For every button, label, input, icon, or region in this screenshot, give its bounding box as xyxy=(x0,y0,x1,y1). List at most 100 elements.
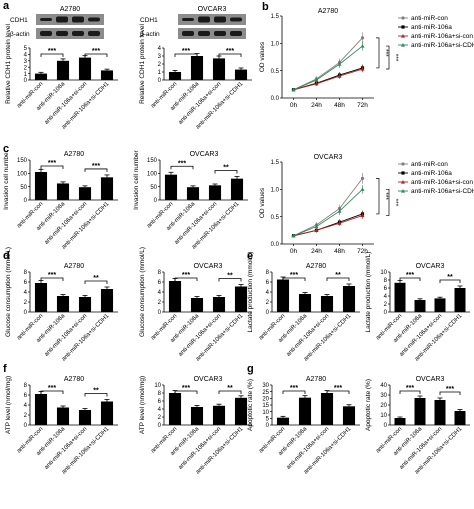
western-blot-a2780: A2780 CDH1 β-actin xyxy=(10,6,104,39)
y-tick-label: 0 xyxy=(384,310,388,316)
chart-a2: 0 1 2 3 4 Relative CDH1 protein level anti-miR… xyxy=(139,24,252,131)
bar xyxy=(414,300,426,312)
legend-label: anti-miR-106a+si-con xyxy=(411,179,473,186)
chart-title: OVCAR3 xyxy=(416,263,445,270)
chart-title: A2780 xyxy=(64,263,84,270)
legend-label: anti-miR-106a+si-CDH1 xyxy=(411,188,474,195)
y-tick-label: 20 xyxy=(262,397,269,403)
bar xyxy=(34,172,48,200)
y-tick-label: 0 xyxy=(158,78,162,84)
chart-title: OVCAR3 xyxy=(190,151,219,158)
legend-label: anti-miR-106a+si-con xyxy=(411,33,473,40)
y-tick-label: 50 xyxy=(20,185,27,191)
x-tick-label: 24h xyxy=(311,248,322,255)
significance-label: *** xyxy=(334,385,342,392)
significance-label: ** xyxy=(93,388,99,395)
bar xyxy=(100,289,114,312)
blot-band xyxy=(88,17,100,22)
legend-label: anti-miR-106a+si-CDH1 xyxy=(411,42,474,49)
y-axis-label: Lactate production (mmol/L) xyxy=(365,252,372,333)
legend-marker xyxy=(401,16,405,20)
bar xyxy=(168,72,182,80)
panel-letter-e: e xyxy=(247,250,253,262)
significance-bracket xyxy=(218,278,242,282)
bar xyxy=(164,174,178,200)
y-tick-label: 8 xyxy=(158,270,162,276)
y-tick-label: 4 xyxy=(384,294,388,300)
x-category-label: anti-miR-106a+si-con xyxy=(44,426,89,471)
significance-bracket xyxy=(174,277,198,281)
y-axis-label: Invasion cell number xyxy=(3,149,10,209)
chart-title: OVCAR3 xyxy=(194,376,223,383)
x-category-label: anti-miR-106a+si-CDH1 xyxy=(61,201,111,251)
bar xyxy=(212,58,226,80)
x-tick-label: 48h xyxy=(334,248,345,255)
y-tick-label: 4 xyxy=(158,407,162,413)
blot-band xyxy=(72,16,84,23)
y-tick-label: 0.5 xyxy=(271,69,280,75)
y-tick-label: 10 xyxy=(154,383,161,389)
y-tick-label: 8 xyxy=(24,383,28,389)
y-tick-label: 4 xyxy=(24,290,28,296)
bar xyxy=(320,296,334,312)
bar xyxy=(234,69,248,80)
panel-letter-d: d xyxy=(3,250,10,262)
legend-marker xyxy=(401,189,405,193)
y-tick-label: 6 xyxy=(158,399,162,405)
x-category-label: anti-miR-106a+si-CDH1 xyxy=(303,313,353,363)
y-tick-label: 2 xyxy=(24,413,28,419)
data-point xyxy=(291,87,296,92)
y-tick-label: 2 xyxy=(266,300,270,306)
y-tick-label: 0 xyxy=(158,310,162,316)
bar xyxy=(342,286,356,312)
y-tick-label: 6 xyxy=(384,286,388,292)
data-point xyxy=(360,67,365,71)
significance-label: *** xyxy=(48,48,56,55)
blot-band xyxy=(214,31,226,36)
significance-bracket xyxy=(84,53,108,57)
panel-letter-b: b xyxy=(262,1,269,13)
blot-band xyxy=(56,31,68,36)
x-category-label: anti-miR-106a+si-CDH1 xyxy=(61,426,111,476)
y-tick-label: 4 xyxy=(266,290,270,296)
x-tick-label: 0h xyxy=(290,102,298,109)
significance-bracket xyxy=(40,165,64,169)
data-point xyxy=(314,77,319,82)
series-line xyxy=(293,68,363,91)
x-category-label: anti-miR-106a+si-CDH1 xyxy=(195,313,245,363)
y-tick-label: 1.5 xyxy=(271,160,280,166)
x-category-label: anti-miR-106a+si-con xyxy=(44,201,89,246)
bar xyxy=(56,296,70,312)
bar xyxy=(230,178,244,200)
chart-title: OVCAR3 xyxy=(194,263,223,270)
significance-bracket xyxy=(40,390,64,394)
x-category-label: anti-miR-106a+si-con xyxy=(44,81,89,126)
significance-label: *** xyxy=(48,160,56,167)
y-tick-label: 8 xyxy=(158,391,162,397)
y-tick-label: 2 xyxy=(24,300,28,306)
y-axis-label: Lactate production (mmol/L) xyxy=(247,252,254,333)
blot-band xyxy=(198,31,210,36)
significance-bracket xyxy=(170,165,194,170)
significance-bracket xyxy=(84,393,108,397)
bar xyxy=(190,407,204,425)
data-point xyxy=(337,74,342,78)
y-tick-label: 100 xyxy=(17,172,28,178)
y-tick-label: 2 xyxy=(158,62,162,68)
y-tick-label: 0 xyxy=(24,198,28,204)
data-point xyxy=(360,176,365,180)
bar xyxy=(434,298,446,312)
significance-bracket xyxy=(214,170,238,174)
bar xyxy=(168,281,182,312)
y-tick-label: 0.0 xyxy=(271,242,280,248)
bar xyxy=(190,298,204,312)
significance-bracket xyxy=(326,390,350,394)
blot-band xyxy=(198,16,210,23)
y-tick-label: 1 xyxy=(158,70,162,76)
panel-letter-g: g xyxy=(247,363,254,375)
significance-label: *** xyxy=(392,199,399,207)
y-tick-label: 4 xyxy=(24,53,28,59)
significance-bracket xyxy=(376,37,380,69)
blot-band xyxy=(230,31,242,36)
